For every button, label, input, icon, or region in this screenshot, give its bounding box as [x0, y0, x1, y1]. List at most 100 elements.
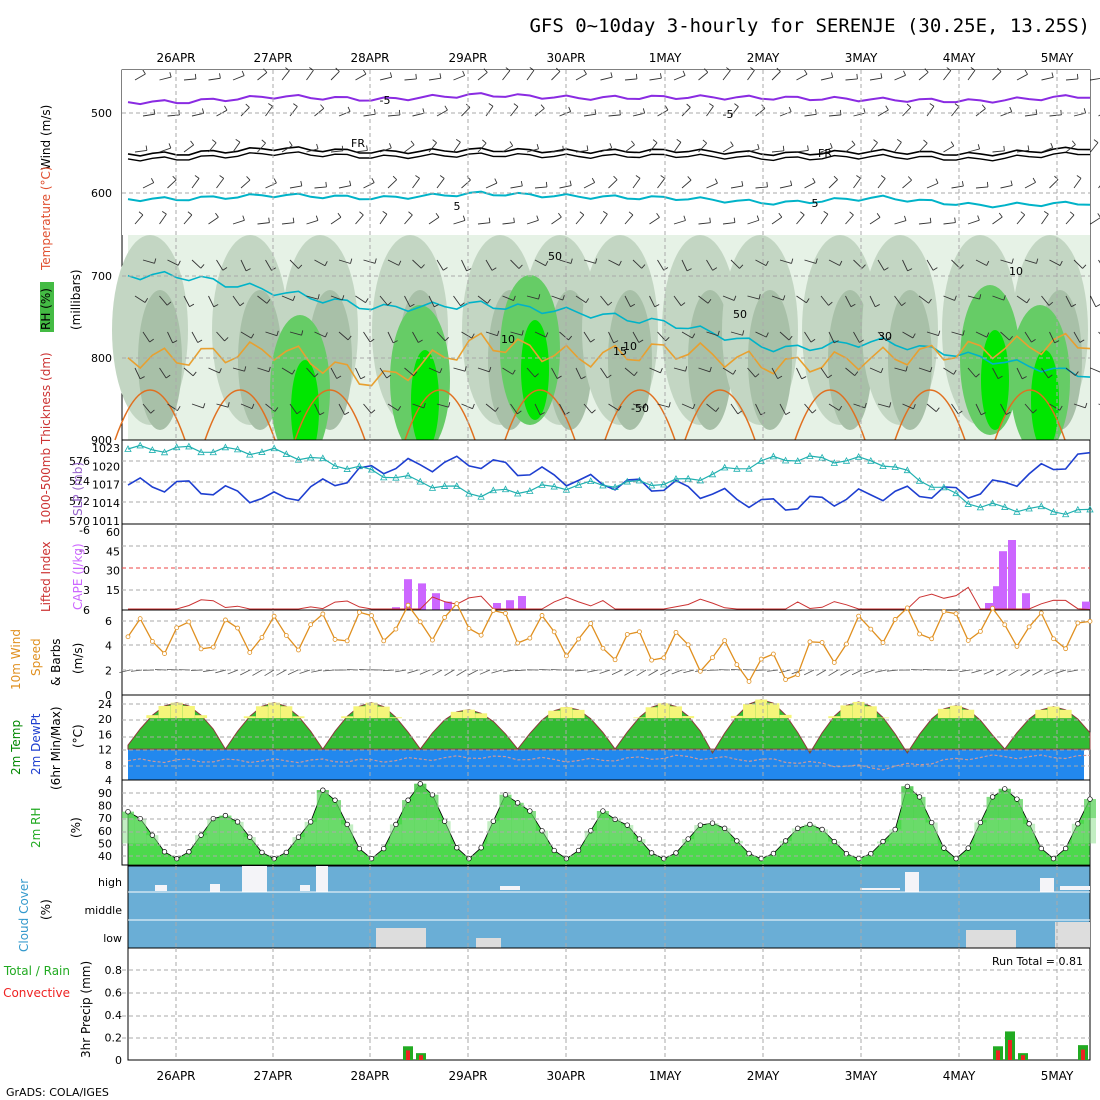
rh-blob-bright-0 — [291, 360, 319, 460]
rh-point — [904, 783, 910, 789]
surface-barb — [382, 669, 395, 672]
upper-barb — [232, 367, 245, 372]
upper-barb-flag — [139, 376, 145, 380]
cape-bar-3 — [444, 601, 452, 610]
upper-barb — [232, 295, 241, 307]
rh-tick-3: 60 — [98, 825, 112, 838]
temp-hot-band — [572, 709, 585, 719]
cape-bar-10 — [999, 551, 1007, 610]
slp-marker — [197, 448, 205, 456]
upper-barb-flag — [1009, 335, 1013, 341]
thickness-slp-panel: 576 574 572 570 1023 1020 1017 1014 1011 1000-50… — [39, 352, 1094, 528]
upper-barb-flag — [954, 217, 956, 223]
upper-barb-flag — [189, 303, 195, 308]
surface-barb — [671, 669, 683, 675]
slp-marker — [964, 500, 972, 507]
upper-barb-flag — [545, 260, 549, 266]
rh-band-2 — [122, 811, 134, 844]
upper-barb-flag — [654, 304, 660, 308]
upper-barb-flag — [907, 268, 913, 272]
upper-barb — [583, 182, 595, 189]
upper-barb — [314, 259, 326, 267]
surface-barb — [1067, 669, 1079, 673]
upper-barb — [404, 144, 415, 153]
upper-barb-flag — [704, 68, 709, 73]
upper-barb-flag — [382, 211, 388, 215]
slp-marker — [513, 489, 522, 497]
upper-barb-flag — [518, 264, 523, 269]
upper-barb — [306, 219, 319, 225]
upper-barb-flag — [980, 412, 986, 416]
upper-barb — [1073, 112, 1086, 117]
bottom-date-1may: 1MAY — [649, 1069, 682, 1083]
slp-marker — [708, 470, 717, 478]
slp-marker — [233, 445, 242, 453]
upper-barb — [600, 367, 608, 379]
wind-speed-point — [1063, 646, 1069, 652]
upper-barb-flag — [906, 103, 912, 108]
upper-barb — [191, 259, 202, 269]
upper-barb-flag — [1036, 258, 1039, 264]
upper-barb — [804, 331, 812, 343]
precip-conv-bar-5 — [1081, 1049, 1085, 1060]
cape-bar-9 — [993, 586, 1001, 610]
upper-barb-flag — [954, 295, 957, 301]
upper-barb — [608, 179, 618, 189]
rh-band-2 — [146, 835, 159, 844]
surface-barb — [851, 669, 863, 676]
upper-barb — [159, 76, 172, 81]
upper-barb-flag — [1095, 304, 1100, 308]
upper-barb-flag — [293, 103, 298, 107]
slp-marker — [903, 466, 912, 474]
slp-marker — [343, 465, 351, 472]
upper-barb — [306, 148, 319, 153]
upper-barb-flag — [864, 402, 867, 408]
upper-barb — [355, 73, 367, 81]
slp-marker — [380, 473, 388, 481]
surface-barb — [803, 669, 815, 676]
upper-barb-flag — [235, 139, 241, 143]
upper-barb — [575, 149, 588, 153]
rh-point — [259, 849, 265, 855]
upper-barb-flag — [630, 303, 636, 308]
upper-barb-flag — [439, 368, 443, 374]
wind-speed-point — [941, 609, 947, 614]
rh-point — [149, 832, 156, 838]
upper-barb — [828, 114, 841, 117]
upper-barb — [461, 403, 473, 410]
rh-point — [466, 856, 472, 862]
upper-barb-flag — [190, 140, 195, 146]
wind-speed-point — [1038, 610, 1044, 616]
upper-barb — [877, 331, 887, 342]
upper-barb — [477, 142, 487, 153]
upper-barb-flag — [434, 304, 439, 308]
thick-grid — [122, 440, 1090, 524]
rh-band-2 — [523, 811, 536, 844]
upper-barb-flag — [239, 302, 245, 307]
upper-barb-flag — [1003, 295, 1006, 301]
upper-barb-flag — [635, 175, 641, 179]
upper-barb-flag — [756, 215, 760, 221]
wind-tick-0: 6 — [105, 615, 112, 628]
thick-left-tick-0: 576 — [69, 455, 90, 468]
thick-ticks: 576 574 572 570 1023 1020 1017 1014 1011 — [69, 442, 120, 528]
upper-barb-flag — [460, 302, 465, 307]
upper-barb-flag — [274, 407, 279, 412]
upper-barb-flag — [371, 177, 375, 183]
wind10-panel: 6 4 2 0 10m Wind Speed & Barbs (m/s) — [9, 601, 1093, 702]
upper-barb-flag — [166, 301, 172, 306]
upper-barb — [363, 182, 375, 189]
temperature-contours — [114, 92, 1091, 441]
wind-speed-point — [746, 679, 752, 684]
upper-barb-flag — [961, 181, 964, 187]
contour-20-0 — [114, 389, 186, 441]
upper-barb-flag — [885, 105, 889, 111]
rh-point — [417, 781, 423, 787]
upper-barb — [902, 179, 912, 189]
upper-barb — [167, 179, 177, 189]
upper-barb-flag — [1048, 374, 1053, 379]
upper-barb-flag — [839, 109, 842, 115]
upper-barb — [510, 106, 519, 117]
upper-barb — [232, 141, 241, 153]
wind-tick-3: 0 — [105, 689, 112, 702]
